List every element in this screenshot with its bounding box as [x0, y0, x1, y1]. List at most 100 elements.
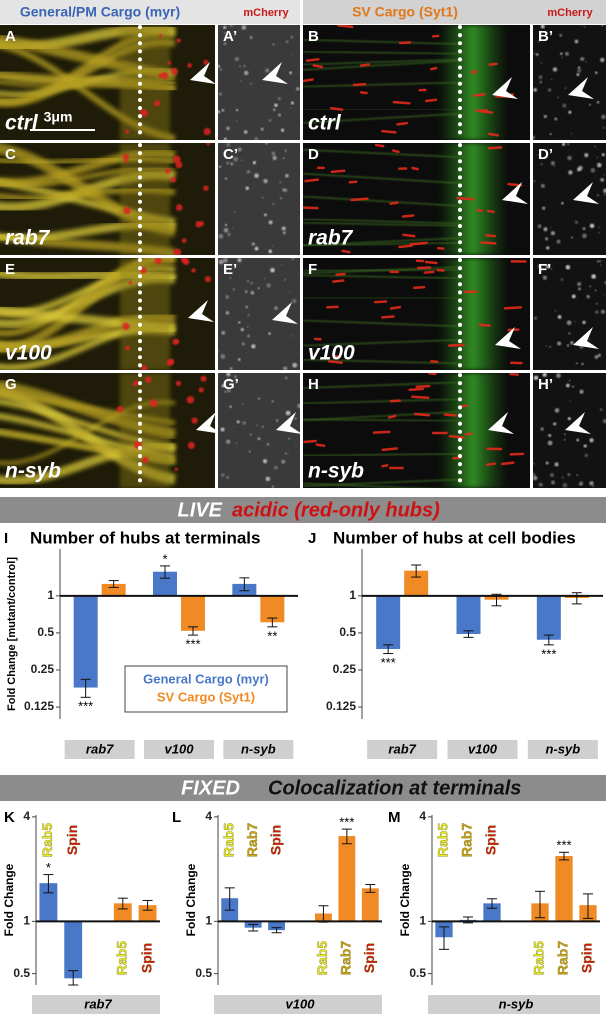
- vesicle-streak: [411, 166, 419, 171]
- speckle: [237, 147, 242, 152]
- axon: [303, 452, 464, 457]
- y-tick-label: 1: [205, 914, 212, 928]
- speckle: [257, 397, 260, 400]
- vesicle-streak: [472, 93, 486, 97]
- category-box: [144, 740, 214, 759]
- legend-entry: SV Cargo (Syt1): [157, 689, 255, 704]
- speckle: [224, 390, 227, 393]
- micrograph: [218, 373, 300, 488]
- arrowhead: [262, 62, 288, 84]
- bar: [101, 583, 126, 596]
- speckle: [219, 165, 222, 168]
- panel-label: C’: [223, 146, 238, 163]
- hub: [161, 71, 169, 80]
- speckle: [600, 309, 605, 314]
- panel-label: E’: [223, 261, 237, 278]
- speckle: [225, 295, 230, 299]
- header-left: General/PM Cargo (myr): [20, 4, 180, 20]
- header-channel: mCherry: [243, 7, 289, 19]
- speckle: [229, 405, 232, 409]
- panel-label: F: [308, 261, 317, 278]
- speckle: [260, 127, 264, 131]
- category-box: [428, 995, 600, 1014]
- speckle: [242, 421, 247, 425]
- speckle: [535, 53, 539, 57]
- panel-label: K: [4, 809, 15, 826]
- speckle: [553, 139, 556, 140]
- speckle: [226, 388, 231, 393]
- banner: [0, 775, 606, 801]
- speckle: [238, 321, 241, 324]
- speckle: [282, 231, 286, 235]
- speckle: [249, 82, 253, 85]
- y-tick-label: 0.5: [195, 966, 212, 980]
- bar: [73, 595, 98, 688]
- panel-label: I: [4, 530, 8, 547]
- speckle: [240, 421, 242, 423]
- bar-label: Rab5: [220, 823, 236, 857]
- panel-label: B: [308, 28, 319, 45]
- hub: [123, 206, 131, 215]
- axon: [303, 397, 464, 405]
- speckle: [271, 245, 274, 247]
- hub: [175, 380, 182, 386]
- vesicle-streak: [359, 91, 368, 95]
- axon: [303, 59, 464, 71]
- speckle: [583, 25, 586, 28]
- axon: [303, 50, 464, 55]
- speckle: [597, 353, 601, 357]
- y-tick-label: 0.5: [37, 625, 54, 639]
- speckle: [233, 288, 235, 291]
- speckle: [282, 157, 285, 159]
- speckle: [234, 57, 239, 62]
- speckle: [252, 161, 256, 165]
- vesicle-streak: [487, 146, 503, 150]
- x-tick-label: n-syb: [241, 741, 276, 756]
- hub: [158, 33, 163, 37]
- speckle: [265, 476, 271, 482]
- speckle: [224, 223, 228, 227]
- terminal-glow: [438, 258, 508, 370]
- panel-label: H: [308, 376, 319, 393]
- hub: [125, 129, 130, 134]
- significance: ***: [78, 699, 93, 714]
- category-box: [64, 740, 135, 759]
- speckle: [596, 193, 600, 197]
- speckle: [268, 220, 273, 225]
- error-bar: [341, 828, 352, 845]
- speckle: [291, 298, 297, 304]
- speckle: [292, 362, 298, 368]
- speckle: [250, 291, 255, 295]
- speckle: [574, 220, 579, 224]
- speckle: [572, 385, 574, 388]
- x-tick-label: rab7: [388, 741, 416, 756]
- speckle: [574, 320, 576, 323]
- hub: [149, 399, 158, 407]
- bar-label: Spin: [138, 943, 154, 973]
- speckle: [570, 341, 574, 345]
- speckle: [223, 137, 227, 140]
- speckle: [233, 211, 236, 214]
- panel-label: L: [172, 809, 181, 826]
- speckle: [294, 417, 297, 420]
- vesicle-streak: [348, 180, 358, 184]
- speckle: [229, 367, 233, 370]
- speckle: [237, 258, 242, 263]
- speckle: [601, 114, 606, 120]
- error-bar: [142, 899, 153, 911]
- speckle: [281, 459, 286, 464]
- vesicle-streak: [429, 66, 438, 71]
- x-tick-label: n-syb: [545, 741, 580, 756]
- vesicle-streak: [374, 143, 385, 148]
- legend-box: [124, 665, 288, 713]
- speckle: [574, 39, 579, 44]
- speckle: [254, 137, 259, 140]
- hub: [166, 359, 174, 366]
- axon: [303, 319, 464, 328]
- speckle: [538, 40, 540, 43]
- speckle: [226, 439, 231, 444]
- speckle: [542, 373, 547, 377]
- y-tick-label: 0.5: [409, 966, 426, 980]
- axon: [303, 274, 464, 280]
